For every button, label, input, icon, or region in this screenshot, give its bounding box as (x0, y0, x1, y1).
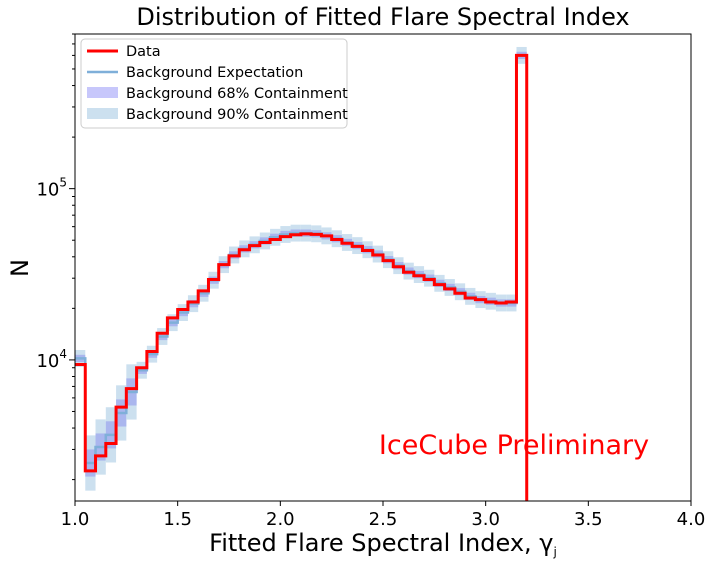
chart-title: Distribution of Fitted Flare Spectral In… (136, 3, 629, 31)
data-line (75, 53, 529, 501)
x-tick-label: 2.0 (266, 509, 295, 530)
legend-patch-swatch (87, 108, 118, 119)
x-tick-label: 3.0 (471, 509, 500, 530)
y-axis-label: N (6, 259, 34, 277)
x-tick-label: 2.5 (369, 509, 398, 530)
x-tick-label: 1.0 (61, 509, 90, 530)
x-tick-label: 4.0 (677, 509, 706, 530)
legend-item: Background 90% Containment (87, 107, 348, 123)
y-tick-label: 104 (36, 347, 67, 372)
x-axis-ticks: 1.0 1.5 2.0 2.5 3.0 3.5 4.0 (61, 501, 706, 530)
legend-items: Data Background Expectation Background 68%… (87, 44, 348, 123)
x-tick-label: 3.5 (574, 509, 603, 530)
legend-patch-swatch (87, 87, 118, 98)
legend-label: Background 90% Containment (126, 107, 348, 123)
y-tick-label: 105 (36, 176, 67, 201)
legend-item: Background Expectation (87, 65, 303, 81)
y-axis-ticks: 104 105 (36, 33, 75, 481)
legend-item: Data (87, 44, 161, 60)
legend-box (80, 38, 348, 129)
legend-item: Background 68% Containment (87, 86, 348, 102)
icecube-preliminary-annotation: IceCube Preliminary (379, 430, 649, 461)
legend: Data Background Expectation Background 68%… (80, 38, 348, 129)
x-axis-label: Fitted Flare Spectral Index, γj (209, 529, 557, 559)
legend-label: Data (126, 44, 161, 60)
legend-label: Background 68% Containment (126, 86, 348, 102)
legend-label: Background Expectation (126, 65, 303, 81)
x-tick-label: 1.5 (163, 509, 192, 530)
